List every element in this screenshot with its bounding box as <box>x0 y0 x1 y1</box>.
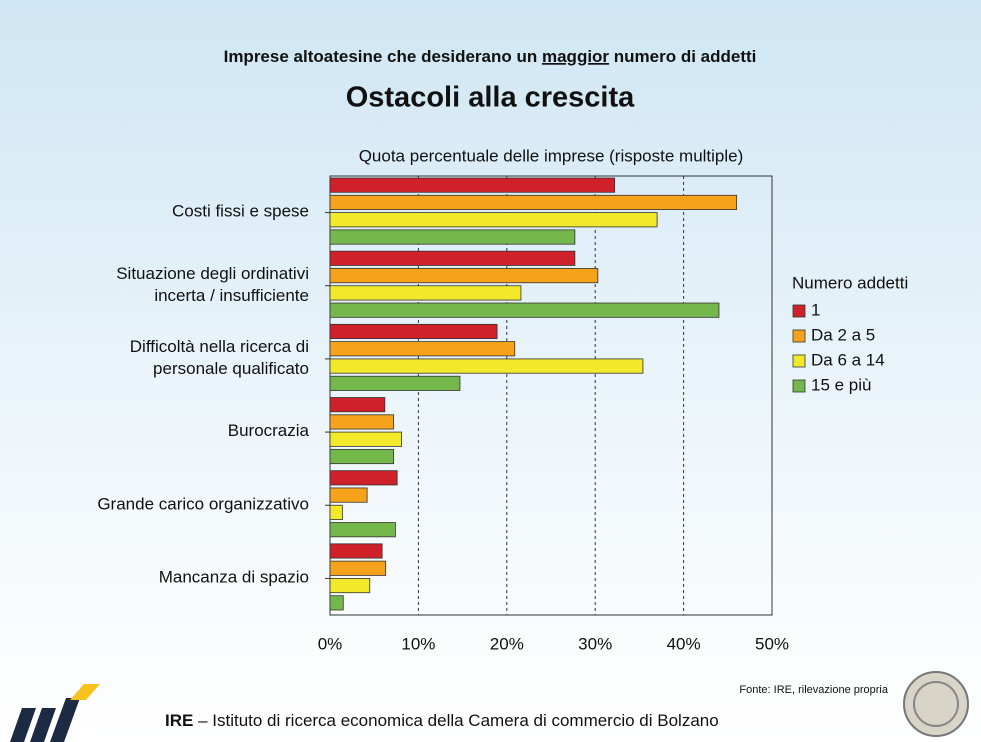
y-tick-label: Grande carico organizzativo <box>97 495 309 514</box>
legend-swatch <box>792 354 806 368</box>
legend-title: Numero addetti <box>792 273 908 292</box>
bar <box>329 212 658 228</box>
bar <box>329 341 516 357</box>
x-tick-label: 10% <box>401 634 435 653</box>
y-tick-label: Burocrazia <box>228 422 310 441</box>
x-tick-label: 0% <box>318 634 343 653</box>
x-tick-label: 40% <box>667 634 701 653</box>
bar <box>329 487 368 503</box>
axis-label: Quota percentuale delle imprese (rispost… <box>359 146 744 165</box>
seal <box>903 671 969 737</box>
x-tick-label: 50% <box>755 634 789 653</box>
subtitle-part: Imprese altoatesine che desiderano un <box>224 47 542 66</box>
plot-area <box>329 175 773 616</box>
bar <box>329 470 398 486</box>
y-tick-label: Mancanza di spazio <box>159 568 309 587</box>
chart-subtitle: Imprese altoatesine che desiderano un ma… <box>224 47 757 66</box>
footer-text: – Istituto di ricerca economica della Ca… <box>193 711 718 730</box>
bar <box>329 177 616 193</box>
legend-label: 15 e più <box>811 375 872 394</box>
bar <box>329 504 343 520</box>
legend-swatch <box>792 379 806 393</box>
y-tick-label: Difficoltà nella ricerca di personale qua… <box>130 337 309 378</box>
footer-bold: IRE <box>165 711 193 730</box>
y-tick-label: Situazione degli ordinativi incerta / ins… <box>116 264 309 305</box>
bar <box>329 595 344 611</box>
bar <box>329 358 644 374</box>
bar <box>329 431 403 447</box>
bar <box>329 522 396 538</box>
logo <box>10 684 100 742</box>
legend-label: Da 2 a 5 <box>811 325 875 344</box>
bar <box>329 250 576 266</box>
bar <box>329 323 498 340</box>
bar <box>329 302 720 318</box>
chart-title: Ostacoli alla crescita <box>346 82 635 114</box>
x-tick-label: 20% <box>490 634 524 653</box>
subtitle-part: maggior <box>542 47 609 66</box>
source: Fonte: IRE, rilevazione propria <box>739 684 888 696</box>
bar <box>329 375 461 391</box>
footer: IRE – Istituto di ricerca economica dell… <box>165 711 719 730</box>
bar <box>329 285 522 301</box>
subtitle-part: numero di addetti <box>609 47 756 66</box>
x-tick-label: 30% <box>578 634 612 653</box>
bar <box>329 543 383 559</box>
y-tick-label: Costi fissi e spese <box>172 202 309 221</box>
legend-label: 1 <box>811 300 820 319</box>
bar <box>329 397 386 413</box>
bar <box>329 268 599 284</box>
legend-swatch <box>792 329 806 343</box>
legend-swatch <box>792 304 806 318</box>
legend-label: Da 6 a 14 <box>811 350 885 369</box>
bar <box>329 229 576 245</box>
bar <box>329 194 738 210</box>
bar <box>329 560 387 576</box>
bar <box>329 414 395 430</box>
bar <box>329 578 371 594</box>
bar <box>329 448 395 465</box>
